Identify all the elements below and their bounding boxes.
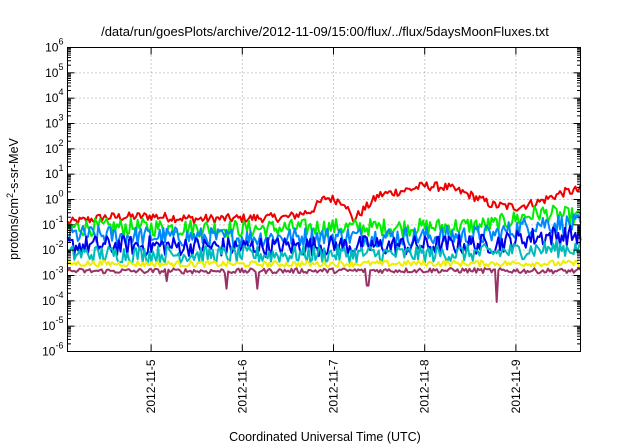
y-tick-label: 10-2: [42, 239, 63, 257]
flux-series-line: [66, 259, 581, 268]
flux-series-line: [66, 213, 582, 249]
x-tick-label: 2012-11-5: [144, 359, 158, 413]
flux-series-line: [66, 267, 582, 303]
axis-ticks: [67, 47, 581, 352]
data-series: [66, 181, 582, 303]
y-tick-label: 106: [45, 37, 63, 55]
y-tick-label: 104: [45, 87, 63, 105]
x-tick-labels: 2012-11-5 2012-11-6 2012-11-7 2012-11-8 2012…: [144, 359, 523, 413]
y-tick-label: 100: [45, 189, 63, 207]
x-tick-label: 2012-11-8: [418, 359, 432, 413]
y-tick-label: 10-6: [42, 341, 63, 359]
y-tick-label: 10-1: [42, 214, 63, 232]
flux-series-line: [66, 181, 582, 226]
chart-title: /data/run/goesPlots/archive/2012-11-09/1…: [101, 24, 549, 39]
y-axis-label: protons/cm2-s-sr-MeV: [5, 137, 21, 259]
y-tick-labels: 10-6 10-5 10-4 10-3 10-2 10-1 100 101 102 103 104 1…: [42, 37, 63, 359]
grid-lines: [67, 47, 581, 352]
y-tick-label: 10-3: [42, 265, 63, 283]
y-tick-label: 10-4: [42, 290, 63, 308]
x-axis-label: Coordinated Universal Time (UTC): [229, 430, 421, 444]
y-tick-label: 103: [45, 113, 63, 131]
y-tick-label: 102: [45, 138, 63, 156]
y-tick-label: 105: [45, 62, 63, 80]
y-tick-label: 10-5: [42, 315, 63, 333]
x-tick-label: 2012-11-6: [235, 359, 249, 413]
flux-series-line: [66, 204, 582, 238]
flux-series-line: [66, 239, 582, 264]
x-tick-label: 2012-11-7: [327, 359, 341, 413]
x-tick-label: 2012-11-9: [509, 359, 523, 413]
plot-frame: [67, 47, 581, 352]
y-tick-label: 101: [45, 163, 63, 181]
